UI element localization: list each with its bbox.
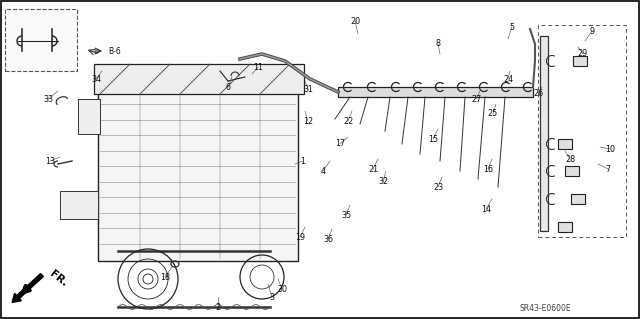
Text: 23: 23 [433, 182, 443, 191]
Text: 7: 7 [605, 165, 611, 174]
Text: 13: 13 [45, 157, 55, 166]
Text: 5: 5 [509, 23, 515, 32]
Text: 14: 14 [481, 204, 491, 213]
Text: 9: 9 [589, 26, 595, 35]
Text: 27: 27 [471, 94, 481, 103]
Text: 24: 24 [503, 75, 513, 84]
Text: B-6: B-6 [108, 47, 121, 56]
Text: 30: 30 [277, 285, 287, 293]
FancyArrow shape [12, 273, 44, 302]
Bar [573, 56, 587, 66]
Bar [558, 139, 572, 149]
Bar [538, 25, 626, 237]
Bar [60, 191, 98, 219]
Text: 1: 1 [301, 157, 305, 166]
Text: 19: 19 [295, 233, 305, 241]
Bar [338, 87, 533, 97]
Bar [78, 99, 100, 134]
Text: 36: 36 [323, 234, 333, 243]
Text: 12: 12 [303, 116, 313, 125]
Text: 16: 16 [483, 165, 493, 174]
Text: 25: 25 [488, 109, 498, 118]
Text: 15: 15 [428, 135, 438, 144]
Text: 3: 3 [269, 293, 275, 301]
Text: 32: 32 [378, 177, 388, 187]
Bar [571, 194, 585, 204]
Text: 31: 31 [303, 85, 313, 93]
Text: 20: 20 [350, 17, 360, 26]
Text: 29: 29 [578, 49, 588, 58]
Text: 21: 21 [368, 165, 378, 174]
Text: 4: 4 [321, 167, 326, 175]
Text: 22: 22 [343, 116, 353, 125]
Bar [558, 222, 572, 232]
Bar [565, 166, 579, 176]
Text: 18: 18 [160, 272, 170, 281]
Text: 10: 10 [605, 145, 615, 153]
Text: 17: 17 [335, 139, 345, 149]
Text: 33: 33 [43, 94, 53, 103]
Text: 35: 35 [341, 211, 351, 219]
Bar [5, 9, 77, 71]
Text: SR43-E0600E: SR43-E0600E [520, 304, 572, 313]
Text: 28: 28 [565, 154, 575, 164]
Text: 8: 8 [435, 40, 440, 48]
Bar [94, 64, 304, 94]
Text: 26: 26 [533, 90, 543, 99]
Bar [98, 66, 298, 261]
Text: FR.: FR. [48, 269, 69, 289]
Text: 11: 11 [253, 63, 263, 71]
Text: 6: 6 [225, 83, 230, 92]
Text: 2: 2 [216, 302, 221, 311]
Bar [540, 36, 548, 231]
Text: 34: 34 [91, 75, 101, 84]
